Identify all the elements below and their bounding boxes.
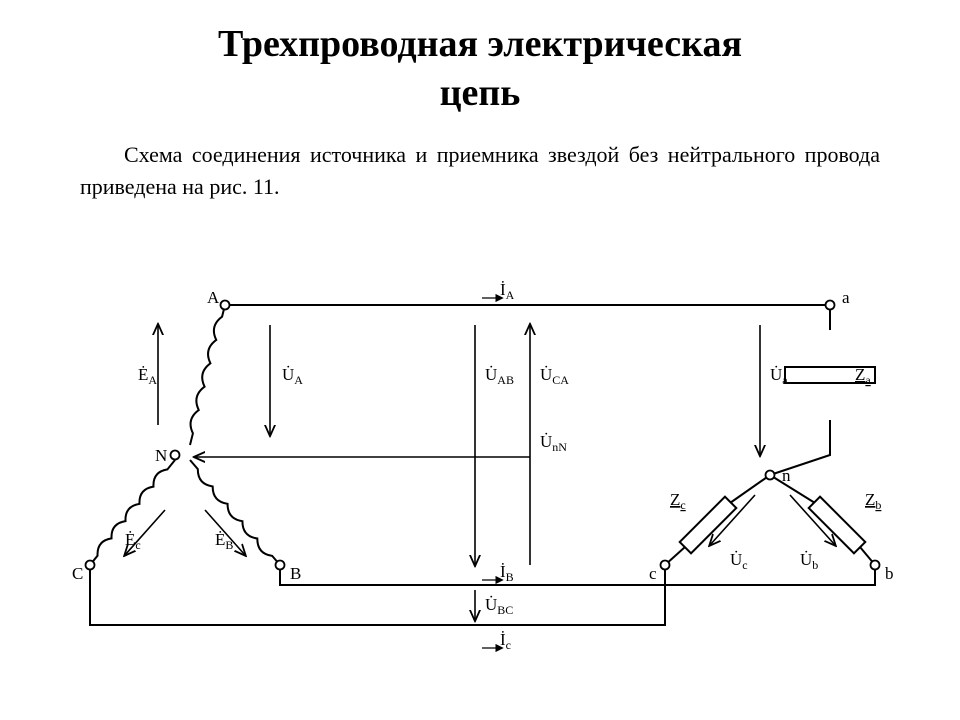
svg-text:A: A (207, 288, 220, 307)
circuit-diagram: ZaZbZcĖAU̇AU̇ABU̇CAU̇nNU̇aU̇BCĖcĖBU̇cU̇b… (30, 265, 930, 665)
svg-text:U̇CA: U̇CA (540, 365, 569, 387)
svg-text:İA: İA (500, 280, 515, 302)
svg-text:Zb: Zb (865, 490, 881, 512)
page-title: Трехпроводная электрическая цепь (0, 0, 960, 129)
svg-text:U̇A: U̇A (282, 365, 303, 387)
svg-text:Ėc: Ėc (125, 530, 141, 552)
svg-text:C: C (72, 564, 83, 583)
svg-text:ĖB: ĖB (215, 530, 233, 552)
description-paragraph: Схема соединения источника и приемника з… (0, 129, 960, 203)
svg-text:U̇c: U̇c (730, 550, 748, 572)
title-line-1: Трехпроводная электрическая (218, 23, 742, 65)
svg-text:ĖA: ĖA (138, 365, 157, 387)
svg-text:n: n (782, 466, 791, 485)
svg-text:U̇nN: U̇nN (540, 432, 567, 454)
svg-text:B: B (290, 564, 301, 583)
svg-text:U̇AB: U̇AB (485, 365, 514, 387)
circuit-svg: ZaZbZcĖAU̇AU̇ABU̇CAU̇nNU̇aU̇BCĖcĖBU̇cU̇b… (30, 265, 930, 665)
svg-text:U̇BC: U̇BC (485, 595, 513, 617)
title-line-2: цепь (440, 72, 521, 114)
page: Трехпроводная электрическая цепь Схема с… (0, 0, 960, 720)
svg-text:N: N (155, 446, 167, 465)
svg-text:U̇b: U̇b (800, 550, 818, 572)
svg-text:c: c (649, 564, 657, 583)
svg-text:İB: İB (500, 562, 514, 584)
svg-text:a: a (842, 288, 850, 307)
svg-text:Zc: Zc (670, 490, 686, 512)
svg-text:İc: İc (500, 630, 511, 652)
paragraph-text: Схема соединения источника и приемника з… (80, 142, 880, 199)
svg-text:b: b (885, 564, 894, 583)
